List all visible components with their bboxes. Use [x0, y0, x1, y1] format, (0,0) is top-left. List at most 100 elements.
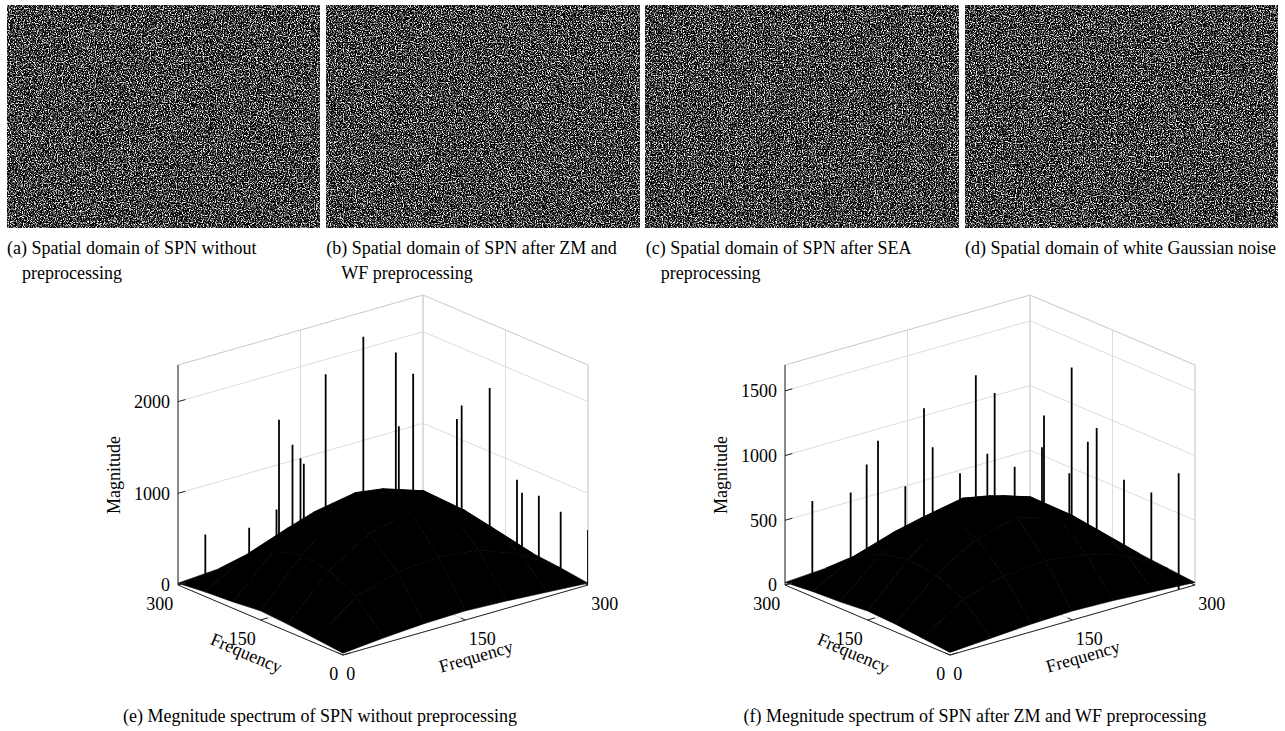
caption-line: preprocessing [661, 263, 761, 283]
panel-caption: (b) Spatial domain of SPN after ZM and W… [326, 238, 621, 283]
spike [461, 406, 463, 544]
tick-label: 0 [936, 664, 945, 684]
tick-label: 0 [329, 664, 338, 684]
grid-line [907, 330, 908, 550]
axis-title: Magnitude [104, 436, 124, 514]
grid [785, 295, 1195, 655]
spike [1150, 493, 1152, 590]
spike [1014, 467, 1016, 590]
spike [959, 473, 961, 589]
axis-line [178, 365, 179, 585]
spike [1096, 428, 1098, 590]
panel-caption: (c) Spatial domain of SPN after SEA prep… [646, 238, 915, 283]
spike [986, 454, 988, 590]
grid-line [300, 330, 301, 550]
tick [785, 583, 792, 585]
grid-line [1112, 330, 1113, 550]
spike [521, 493, 523, 557]
spike [349, 507, 351, 594]
grid [178, 295, 588, 655]
tick [1068, 618, 1073, 620]
spectrum-panel: 01503000150300050010001500FrequencyFrequ… [711, 295, 1225, 727]
grid-line [178, 365, 179, 585]
tick-label: 0 [161, 575, 170, 595]
figure-root: (a) Spatial domain of SPN without prepro… [0, 0, 1285, 731]
tick-label: 300 [146, 594, 173, 614]
tick-label: 300 [1198, 594, 1225, 614]
spike [923, 408, 925, 557]
tick [461, 618, 466, 620]
figure: (a) Spatial domain of SPN without prepro… [0, 0, 1285, 731]
grid-line [588, 365, 589, 585]
axis-title: Frequency [1044, 636, 1123, 676]
tick [868, 618, 875, 620]
image-panel: (d) Spatial domain of white Gaussian noi… [965, 5, 1278, 259]
spike [904, 486, 906, 590]
spike [1071, 368, 1073, 562]
axis-line [785, 365, 786, 585]
axis-line [785, 585, 950, 655]
grid-line [423, 295, 424, 515]
tick [583, 583, 588, 585]
tick [178, 583, 185, 585]
spike [866, 465, 868, 562]
tick [785, 389, 792, 391]
spike [850, 493, 852, 590]
axis-title: Frequency [437, 636, 516, 676]
axis-line [343, 585, 588, 655]
tick-label: 1000 [134, 484, 170, 504]
axes [785, 365, 1195, 655]
grid-line [505, 330, 506, 550]
spike [204, 535, 206, 585]
spike [560, 512, 562, 585]
texts: 01503000150300050010001500FrequencyFrequ… [711, 381, 1225, 727]
spike [248, 528, 250, 592]
marks [178, 337, 588, 653]
tick [785, 518, 792, 520]
spike [325, 374, 327, 589]
grid-line [423, 295, 424, 515]
tick [261, 618, 268, 620]
tick-label: 1500 [741, 381, 777, 401]
spike [538, 496, 540, 588]
frame-edge [423, 295, 424, 515]
tick-label: 300 [753, 594, 780, 614]
caption-line: WF preprocessing [341, 263, 472, 283]
tick-label: 500 [750, 511, 777, 531]
noise-image [326, 5, 639, 228]
spike [877, 441, 879, 590]
noise-image [646, 5, 959, 228]
tick [343, 653, 350, 655]
axis-title: Magnitude [711, 436, 731, 514]
tick-label: 1000 [741, 446, 777, 466]
spike [994, 393, 996, 529]
spike [430, 508, 432, 590]
spike [1178, 473, 1180, 589]
caption-line: (a) Spatial domain of SPN without [7, 238, 261, 259]
grid-line [785, 365, 786, 585]
axis-line [950, 585, 1195, 655]
panel-caption: (a) Spatial domain of SPN without prepro… [7, 238, 261, 283]
spike [1043, 415, 1045, 538]
tick [1190, 583, 1195, 585]
tick [950, 653, 957, 655]
tick-label: 0 [768, 575, 777, 595]
spike [489, 388, 491, 590]
grid-line [1030, 295, 1031, 515]
tick [338, 653, 343, 655]
tick-label: 300 [591, 594, 618, 614]
tick [785, 453, 792, 455]
spike [811, 501, 813, 585]
spike [975, 375, 977, 550]
spike [1087, 442, 1089, 546]
tick-label: 2000 [134, 392, 170, 412]
spike [395, 353, 397, 527]
noise-image [7, 5, 320, 228]
surface-cell [923, 599, 991, 652]
frame-edge [1195, 365, 1196, 585]
spike [303, 464, 305, 592]
caption-line: (d) Spatial domain of white Gaussian noi… [965, 238, 1276, 259]
marks [785, 368, 1195, 653]
panel-caption: (d) Spatial domain of white Gaussian noi… [965, 238, 1276, 259]
noise-image [965, 5, 1278, 228]
